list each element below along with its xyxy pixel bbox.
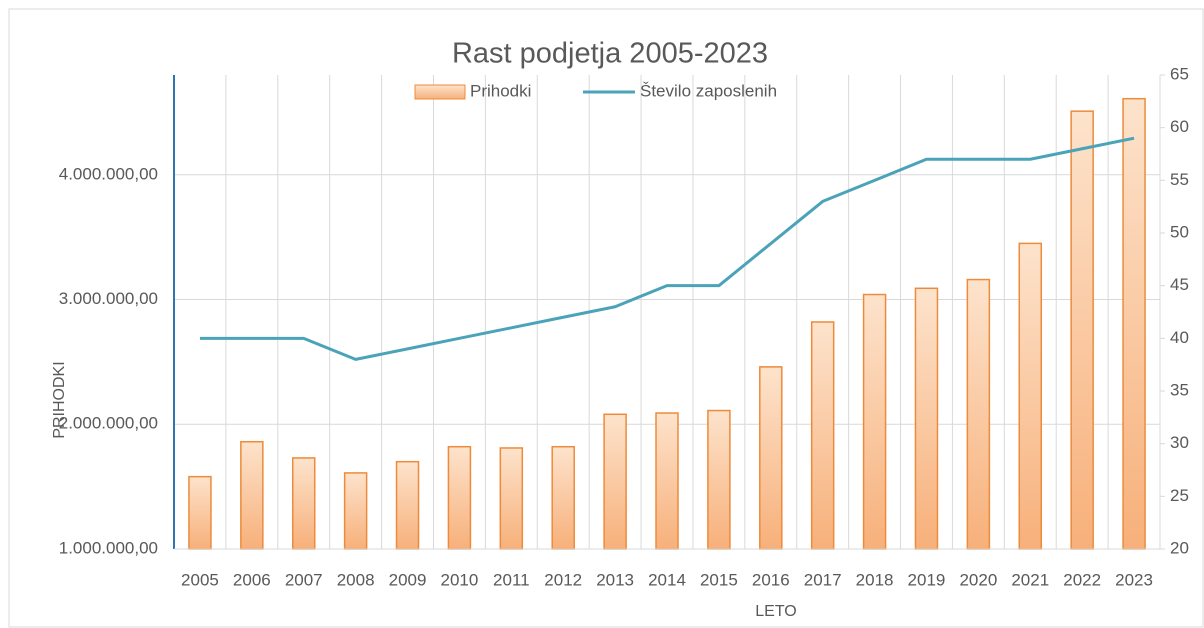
legend-swatch [414, 84, 466, 100]
legend-label: Prihodki [470, 81, 531, 100]
y2-tick-label: 30 [1170, 433, 1189, 452]
bar [240, 440, 264, 550]
x-axis-label: LETO [755, 603, 797, 620]
x-tick-label: 2009 [389, 570, 427, 589]
bar [655, 412, 679, 550]
y2-tick-label: 65 [1170, 64, 1189, 83]
bar [1070, 110, 1094, 550]
x-tick-label: 2010 [441, 570, 479, 589]
x-tick-label: 2011 [493, 570, 530, 589]
line [199, 136, 1135, 361]
bar [966, 278, 991, 550]
x-tick-label: 2023 [1115, 570, 1153, 589]
y2-tick-label: 60 [1170, 117, 1189, 136]
bar [447, 445, 472, 550]
x-tick-label: 2008 [337, 570, 375, 589]
x-tick-label: 2022 [1063, 570, 1101, 589]
y-tick-label: 1.000.000,00 [59, 538, 158, 557]
y2-tick-label: 55 [1170, 170, 1189, 189]
x-tick-label: 2013 [596, 570, 634, 589]
y2-tick-label: 50 [1170, 222, 1189, 241]
y2-tick-label: 45 [1170, 275, 1189, 294]
bar [1018, 242, 1043, 550]
x-tick-label: 2017 [804, 570, 842, 589]
x-tick-label: 2020 [959, 570, 997, 589]
y2-tick-label: 25 [1170, 486, 1189, 505]
bar [862, 293, 887, 550]
x-tick-label: 2016 [752, 570, 790, 589]
y2-tick-label: 40 [1170, 328, 1189, 347]
y-tick-label: 2.000.000,00 [59, 414, 158, 433]
y-axis-label: PRIHODKI [51, 361, 68, 438]
x-tick-label: 2007 [285, 570, 323, 589]
legend-label: Število zaposlenih [640, 81, 777, 100]
x-tick-label: 2018 [856, 570, 894, 589]
bar [810, 321, 835, 550]
x-tick-label: 2014 [648, 570, 686, 589]
bar [343, 472, 368, 550]
x-tick-label: 2021 [1011, 570, 1049, 589]
bar [914, 287, 939, 550]
bar [1122, 97, 1146, 550]
bar [759, 366, 783, 550]
bar [188, 475, 212, 550]
bar [707, 409, 731, 550]
x-tick-label: 2006 [233, 570, 271, 589]
y-tick-label: 3.000.000,00 [59, 289, 158, 308]
bar [603, 413, 627, 550]
x-tick-label: 2015 [700, 570, 738, 589]
y2-tick-label: 35 [1170, 380, 1189, 399]
y-tick-label: 4.000.000,00 [59, 164, 158, 183]
x-tick-label: 2019 [908, 570, 946, 589]
bar [499, 447, 524, 550]
y2-tick-label: 20 [1170, 538, 1189, 557]
bar [551, 445, 575, 550]
bar [395, 460, 420, 550]
x-tick-label: 2005 [181, 570, 219, 589]
chart-title: Rast podjetja 2005-2023 [452, 38, 768, 70]
x-tick-label: 2012 [544, 570, 582, 589]
bar [291, 457, 316, 550]
